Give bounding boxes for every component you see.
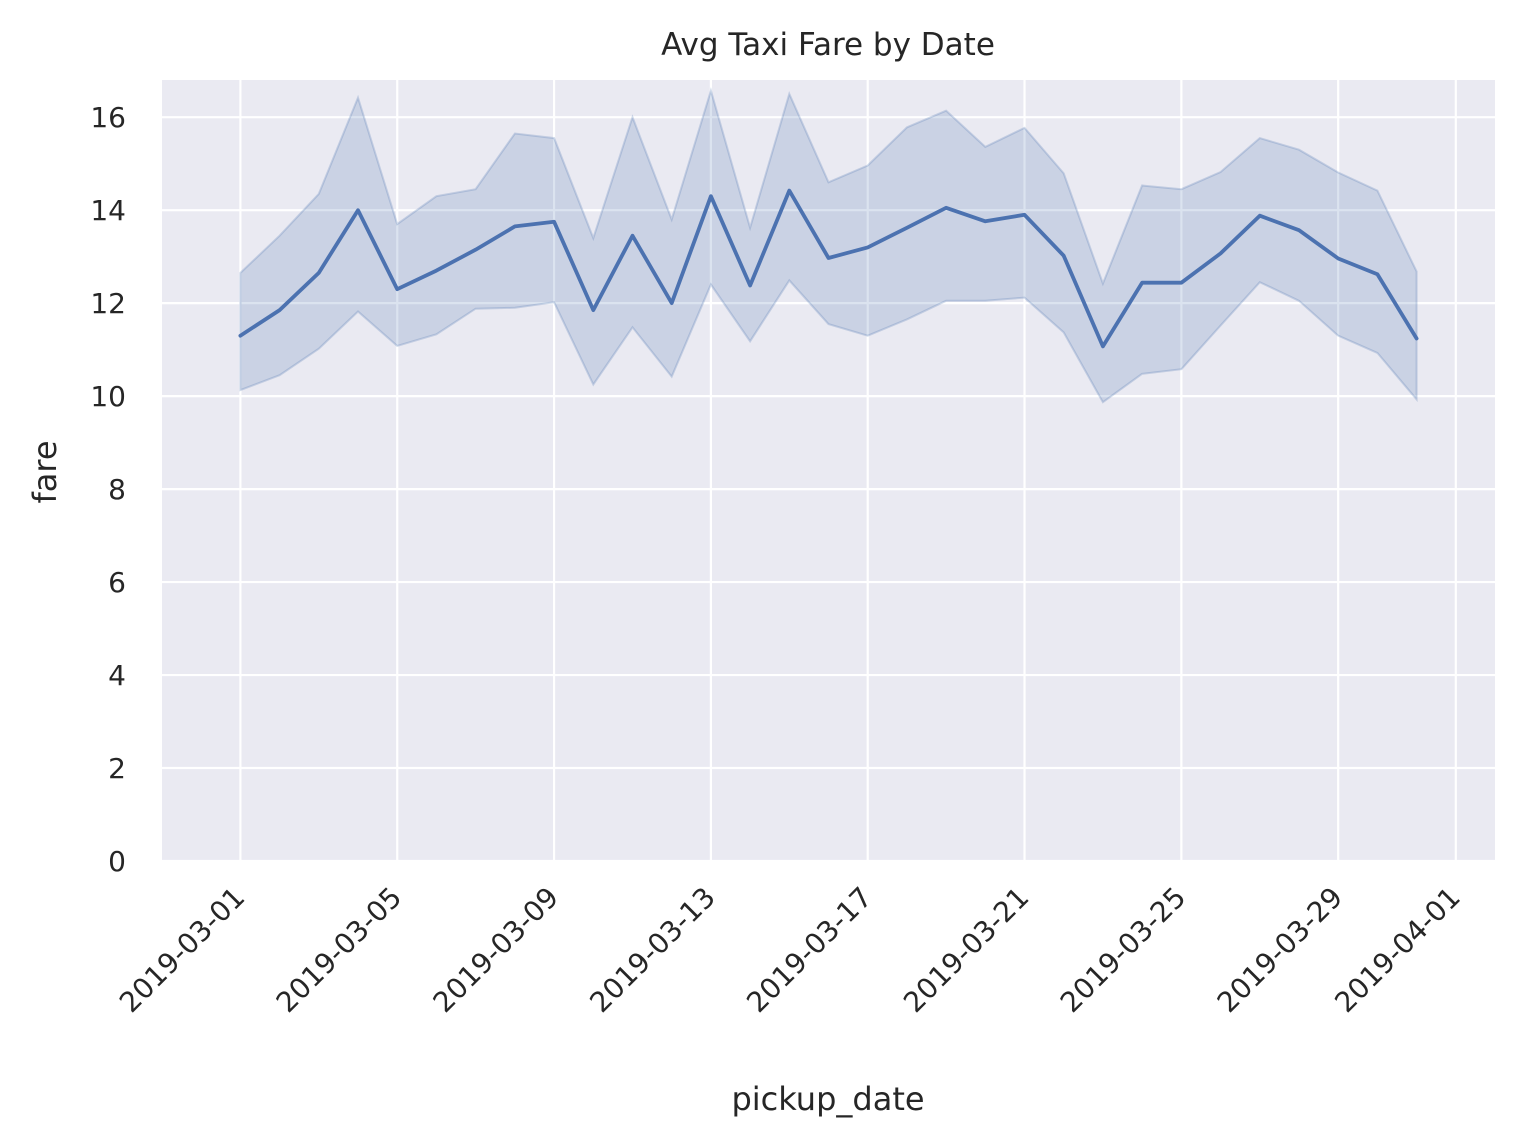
chart-title: Avg Taxi Fare by Date — [661, 27, 995, 63]
y-tick-label: 4 — [108, 659, 126, 692]
confidence-band — [239, 87, 1418, 404]
x-axis-ticks: 2019-03-01 2019-03-05 2019-03-09 2019-03-13… — [113, 881, 1467, 1019]
y-tick-label: 6 — [108, 566, 126, 599]
x-tick-label: 2019-03-25 — [1054, 881, 1192, 1019]
y-axis-label: fare — [26, 440, 64, 503]
x-tick-label: 2019-03-01 — [113, 881, 251, 1019]
x-tick-label: 2019-04-01 — [1328, 881, 1466, 1019]
x-tick-label: 2019-03-05 — [270, 881, 408, 1019]
x-axis-label: pickup_date — [731, 1080, 924, 1118]
y-tick-label: 14 — [90, 194, 126, 227]
x-tick-label: 2019-03-13 — [583, 881, 721, 1019]
y-tick-label: 8 — [108, 473, 126, 506]
x-tick-label: 2019-03-09 — [427, 881, 565, 1019]
y-tick-label: 12 — [90, 287, 126, 320]
y-tick-label: 10 — [90, 380, 126, 413]
y-tick-label: 2 — [108, 752, 126, 785]
series-line — [238, 188, 1419, 349]
y-tick-label: 16 — [90, 101, 126, 134]
y-tick-label: 0 — [108, 845, 126, 878]
x-tick-label: 2019-03-21 — [897, 881, 1035, 1019]
grid-lines — [162, 80, 1495, 863]
y-axis-ticks: 0 2 4 6 8 10 12 14 16 — [90, 101, 126, 878]
series-line-group — [238, 188, 1419, 349]
x-tick-label: 2019-03-29 — [1211, 881, 1349, 1019]
confidence-band-area — [239, 87, 1418, 404]
x-tick-label: 2019-03-17 — [740, 881, 878, 1019]
